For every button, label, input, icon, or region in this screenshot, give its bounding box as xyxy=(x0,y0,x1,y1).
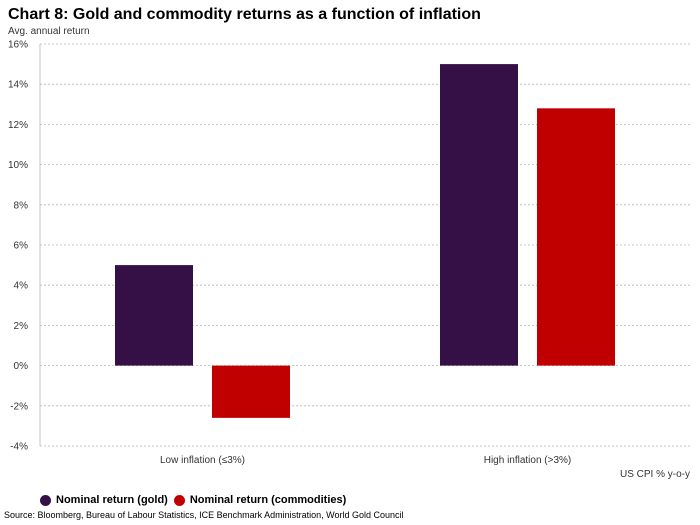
legend-label-commodities: Nominal return (commodities) xyxy=(189,494,347,506)
y-tick-label: 0% xyxy=(14,361,29,372)
y-tick-label: 12% xyxy=(8,120,28,131)
y-tick-label: -4% xyxy=(10,442,28,453)
x-category-label: High inflation (>3%) xyxy=(484,455,572,466)
bar-gold xyxy=(440,64,518,366)
x-category-label: Low inflation (≤3%) xyxy=(160,455,245,466)
y-tick-label: -2% xyxy=(10,401,28,412)
y-tick-label: 16% xyxy=(8,40,28,51)
x-axis-label: US CPI % y-o-y xyxy=(619,469,690,480)
legend-item-gold: Nominal return (gold) xyxy=(40,494,168,506)
y-tick-label: 8% xyxy=(14,200,29,211)
bar-gold xyxy=(115,265,193,366)
legend-swatch-commodities xyxy=(173,494,185,506)
legend-item-commodities: Nominal return (commodities) xyxy=(173,494,347,506)
legend-swatch-gold xyxy=(40,494,51,506)
y-axis-label: Avg. annual return xyxy=(8,26,90,37)
y-tick-label: 6% xyxy=(14,241,29,252)
legend-label-gold: Nominal return (gold) xyxy=(56,494,168,506)
legend: Nominal return (gold) Nominal return (co… xyxy=(40,494,346,506)
y-tick-label: 14% xyxy=(8,80,28,91)
chart-title: Chart 8: Gold and commodity returns as a… xyxy=(8,6,481,23)
bar-commodities xyxy=(537,108,615,366)
y-tick-label: 10% xyxy=(8,160,28,171)
y-tick-label: 4% xyxy=(14,281,29,292)
bar-chart: -4% -2% 0% 2% 4% 6% 8% 10% 12% 14% 16% Low inflatio… xyxy=(8,40,690,466)
y-tick-label: 2% xyxy=(14,321,29,332)
source-note: Source: Bloomberg, Bureau of Labour Stat… xyxy=(4,510,404,520)
bar-commodities xyxy=(212,365,290,418)
